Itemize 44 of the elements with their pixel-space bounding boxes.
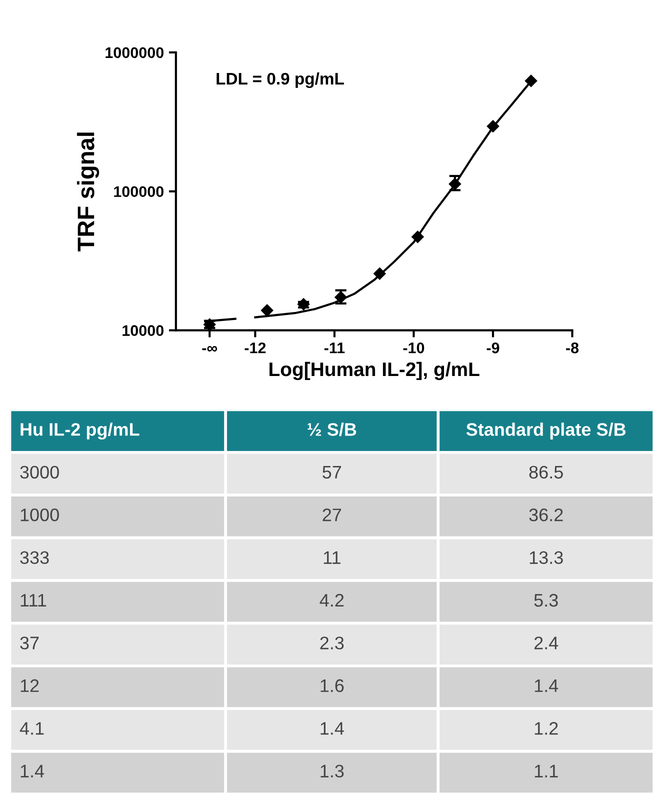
text: 36.2 xyxy=(529,508,563,522)
x-axis-title: Log[Human IL-2], g/mL xyxy=(270,362,480,380)
text: 111 xyxy=(20,594,46,607)
point xyxy=(412,230,424,244)
text: 27 xyxy=(322,508,342,522)
text: 86.5 xyxy=(529,466,563,479)
y-tick-label: 10000 xyxy=(122,325,164,336)
x-tick-label: -8 xyxy=(566,342,579,354)
category-label: Hu IL-2 pg/mL xyxy=(20,422,140,440)
point xyxy=(260,304,274,317)
text: 5.3 xyxy=(534,594,558,607)
x-tick-label: -9 xyxy=(486,342,500,354)
text: 4.1 xyxy=(20,722,44,735)
category-label: Standard plate S/B xyxy=(466,422,626,440)
text: 1.2 xyxy=(534,722,558,735)
text: 13.3 xyxy=(530,551,563,564)
text: 4.2 xyxy=(320,594,344,607)
x-tick-label: -∞ xyxy=(202,346,218,352)
x-tick-label: -11 xyxy=(324,342,345,354)
text: 1.4 xyxy=(320,722,344,735)
text: 2.3 xyxy=(320,636,344,650)
y-tick-label: 100000 xyxy=(114,186,164,198)
y-tick-label: 1000000 xyxy=(106,47,164,58)
point xyxy=(374,267,386,280)
text: 333 xyxy=(20,551,49,564)
text: 3000 xyxy=(20,466,59,479)
text: 2.4 xyxy=(534,636,558,650)
text: 57 xyxy=(322,466,342,479)
text: 12 xyxy=(20,679,39,692)
x-tick-label: -12 xyxy=(244,342,266,354)
point xyxy=(486,120,500,132)
category-label: ½ S/B xyxy=(308,422,356,436)
text: 1.3 xyxy=(320,764,344,778)
x-tick-label: -10 xyxy=(403,342,424,354)
text: 1.1 xyxy=(534,764,558,778)
point xyxy=(524,74,538,87)
text: 11 xyxy=(324,551,340,564)
text: 1.4 xyxy=(534,680,558,692)
y-axis-title: TRF signal xyxy=(76,132,100,252)
text: 1.6 xyxy=(320,679,344,692)
text: 1.4 xyxy=(20,764,44,778)
text: 1000 xyxy=(20,508,59,522)
text: 37 xyxy=(20,636,39,650)
annotation: LDL = 0.9 pg/mL xyxy=(216,72,344,88)
